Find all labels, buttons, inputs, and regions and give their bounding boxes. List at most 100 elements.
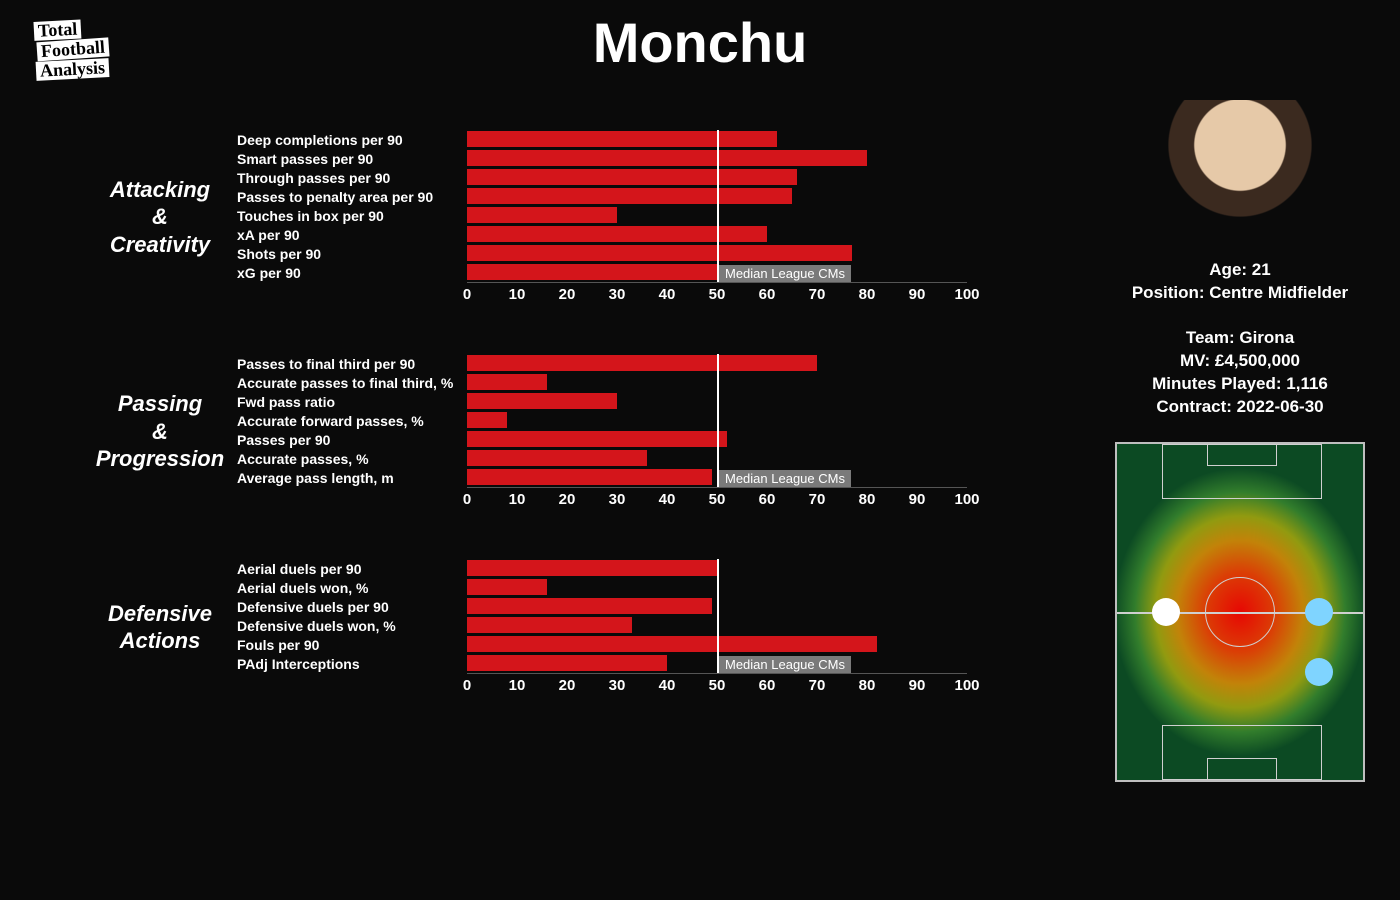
axis-tick: 50: [709, 491, 726, 508]
metric-row: Aerial duels per 90: [237, 559, 967, 578]
bar: [467, 207, 617, 223]
bar-track: [467, 392, 967, 411]
bar: [467, 264, 717, 280]
bar: [467, 412, 507, 428]
metric-label: Fouls per 90: [237, 637, 467, 653]
bar-track: [467, 559, 967, 578]
player-info-panel: Age: 21 Position: Centre Midfielder Team…: [1110, 100, 1370, 782]
chart-group-title: Attacking&Creativity: [95, 176, 225, 259]
bar: [467, 636, 877, 652]
metric-label: Aerial duels won, %: [237, 580, 467, 596]
metric-label: Accurate forward passes, %: [237, 413, 467, 429]
metric-label: Fwd pass ratio: [237, 394, 467, 410]
metric-label: Passes per 90: [237, 432, 467, 448]
metric-label: Deep completions per 90: [237, 132, 467, 148]
bar: [467, 393, 617, 409]
bar: [467, 226, 767, 242]
bar-track: [467, 578, 967, 597]
metric-row: Touches in box per 90: [237, 206, 967, 225]
bar: [467, 655, 667, 671]
axis-tick: 0: [463, 677, 471, 694]
player-minutes: Minutes Played: 1,116: [1110, 374, 1370, 394]
metric-label: xA per 90: [237, 227, 467, 243]
axis-tick: 40: [659, 677, 676, 694]
bar-track: [467, 263, 967, 282]
axis-tick: 10: [509, 491, 526, 508]
metric-label: Accurate passes, %: [237, 451, 467, 467]
axis-tick: 80: [859, 286, 876, 303]
logo-line: Analysis: [36, 58, 110, 81]
metric-row: Shots per 90: [237, 244, 967, 263]
axis-tick: 90: [909, 491, 926, 508]
axis-tick: 50: [709, 286, 726, 303]
metric-row: Accurate passes, %: [237, 449, 967, 468]
metric-label: Smart passes per 90: [237, 151, 467, 167]
axis-tick: 20: [559, 286, 576, 303]
chart-group: Attacking&Creativity Deep completions per…: [95, 130, 985, 304]
heatmap-dot: [1305, 658, 1333, 686]
chart-body: Passes to final third per 90Accurate pas…: [237, 354, 967, 509]
bar: [467, 469, 712, 485]
metric-row: Passes to penalty area per 90: [237, 187, 967, 206]
bar-track: [467, 206, 967, 225]
metric-label: Through passes per 90: [237, 170, 467, 186]
axis-tick: 30: [609, 677, 626, 694]
metric-row: xG per 90: [237, 263, 967, 282]
bar: [467, 598, 712, 614]
axis-tick: 70: [809, 677, 826, 694]
axis-tick: 50: [709, 677, 726, 694]
metric-row: Accurate passes to final third, %: [237, 373, 967, 392]
metric-row: Aerial duels won, %: [237, 578, 967, 597]
bar: [467, 374, 547, 390]
metric-label: xG per 90: [237, 265, 467, 281]
bar: [467, 131, 777, 147]
player-contract: Contract: 2022-06-30: [1110, 397, 1370, 417]
player-mv: MV: £4,500,000: [1110, 351, 1370, 371]
axis-tick: 40: [659, 491, 676, 508]
axis-tick: 80: [859, 491, 876, 508]
metric-row: Accurate forward passes, %: [237, 411, 967, 430]
bar: [467, 355, 817, 371]
player-position: Position: Centre Midfielder: [1110, 283, 1370, 303]
bar-track: [467, 430, 967, 449]
bar-track: [467, 449, 967, 468]
x-axis: 0102030405060708090100: [467, 487, 967, 509]
axis-tick: 30: [609, 286, 626, 303]
metric-label: Average pass length, m: [237, 470, 467, 486]
axis-tick: 20: [559, 491, 576, 508]
metric-row: Fwd pass ratio: [237, 392, 967, 411]
metric-label: Aerial duels per 90: [237, 561, 467, 577]
bar: [467, 617, 632, 633]
metric-row: PAdj Interceptions: [237, 654, 967, 673]
bar-track: [467, 616, 967, 635]
bar-track: [467, 168, 967, 187]
axis-tick: 60: [759, 677, 776, 694]
bar-track: [467, 149, 967, 168]
metric-row: Through passes per 90: [237, 168, 967, 187]
bar-track: [467, 244, 967, 263]
x-axis: 0102030405060708090100: [467, 673, 967, 695]
player-name-title: Monchu: [593, 10, 808, 75]
bar-track: [467, 225, 967, 244]
metric-label: Shots per 90: [237, 246, 467, 262]
metric-row: Defensive duels won, %: [237, 616, 967, 635]
metric-label: Touches in box per 90: [237, 208, 467, 224]
metric-label: Defensive duels per 90: [237, 599, 467, 615]
bar: [467, 450, 647, 466]
axis-tick: 100: [954, 677, 979, 694]
axis-tick: 90: [909, 286, 926, 303]
bar: [467, 431, 727, 447]
heatmap-dot: [1152, 598, 1180, 626]
axis-tick: 30: [609, 491, 626, 508]
chart-group: Passing&ProgressionPasses to final third…: [95, 354, 985, 509]
axis-tick: 100: [954, 491, 979, 508]
player-team: Team: Girona: [1110, 328, 1370, 348]
bar: [467, 188, 792, 204]
axis-tick: 100: [954, 286, 979, 303]
bar-track: [467, 468, 967, 487]
charts-container: Attacking&Creativity Deep completions per…: [95, 130, 985, 695]
axis-tick: 40: [659, 286, 676, 303]
metric-label: Accurate passes to final third, %: [237, 375, 467, 391]
metric-row: xA per 90: [237, 225, 967, 244]
brand-logo: Total Football Analysis: [33, 18, 109, 82]
